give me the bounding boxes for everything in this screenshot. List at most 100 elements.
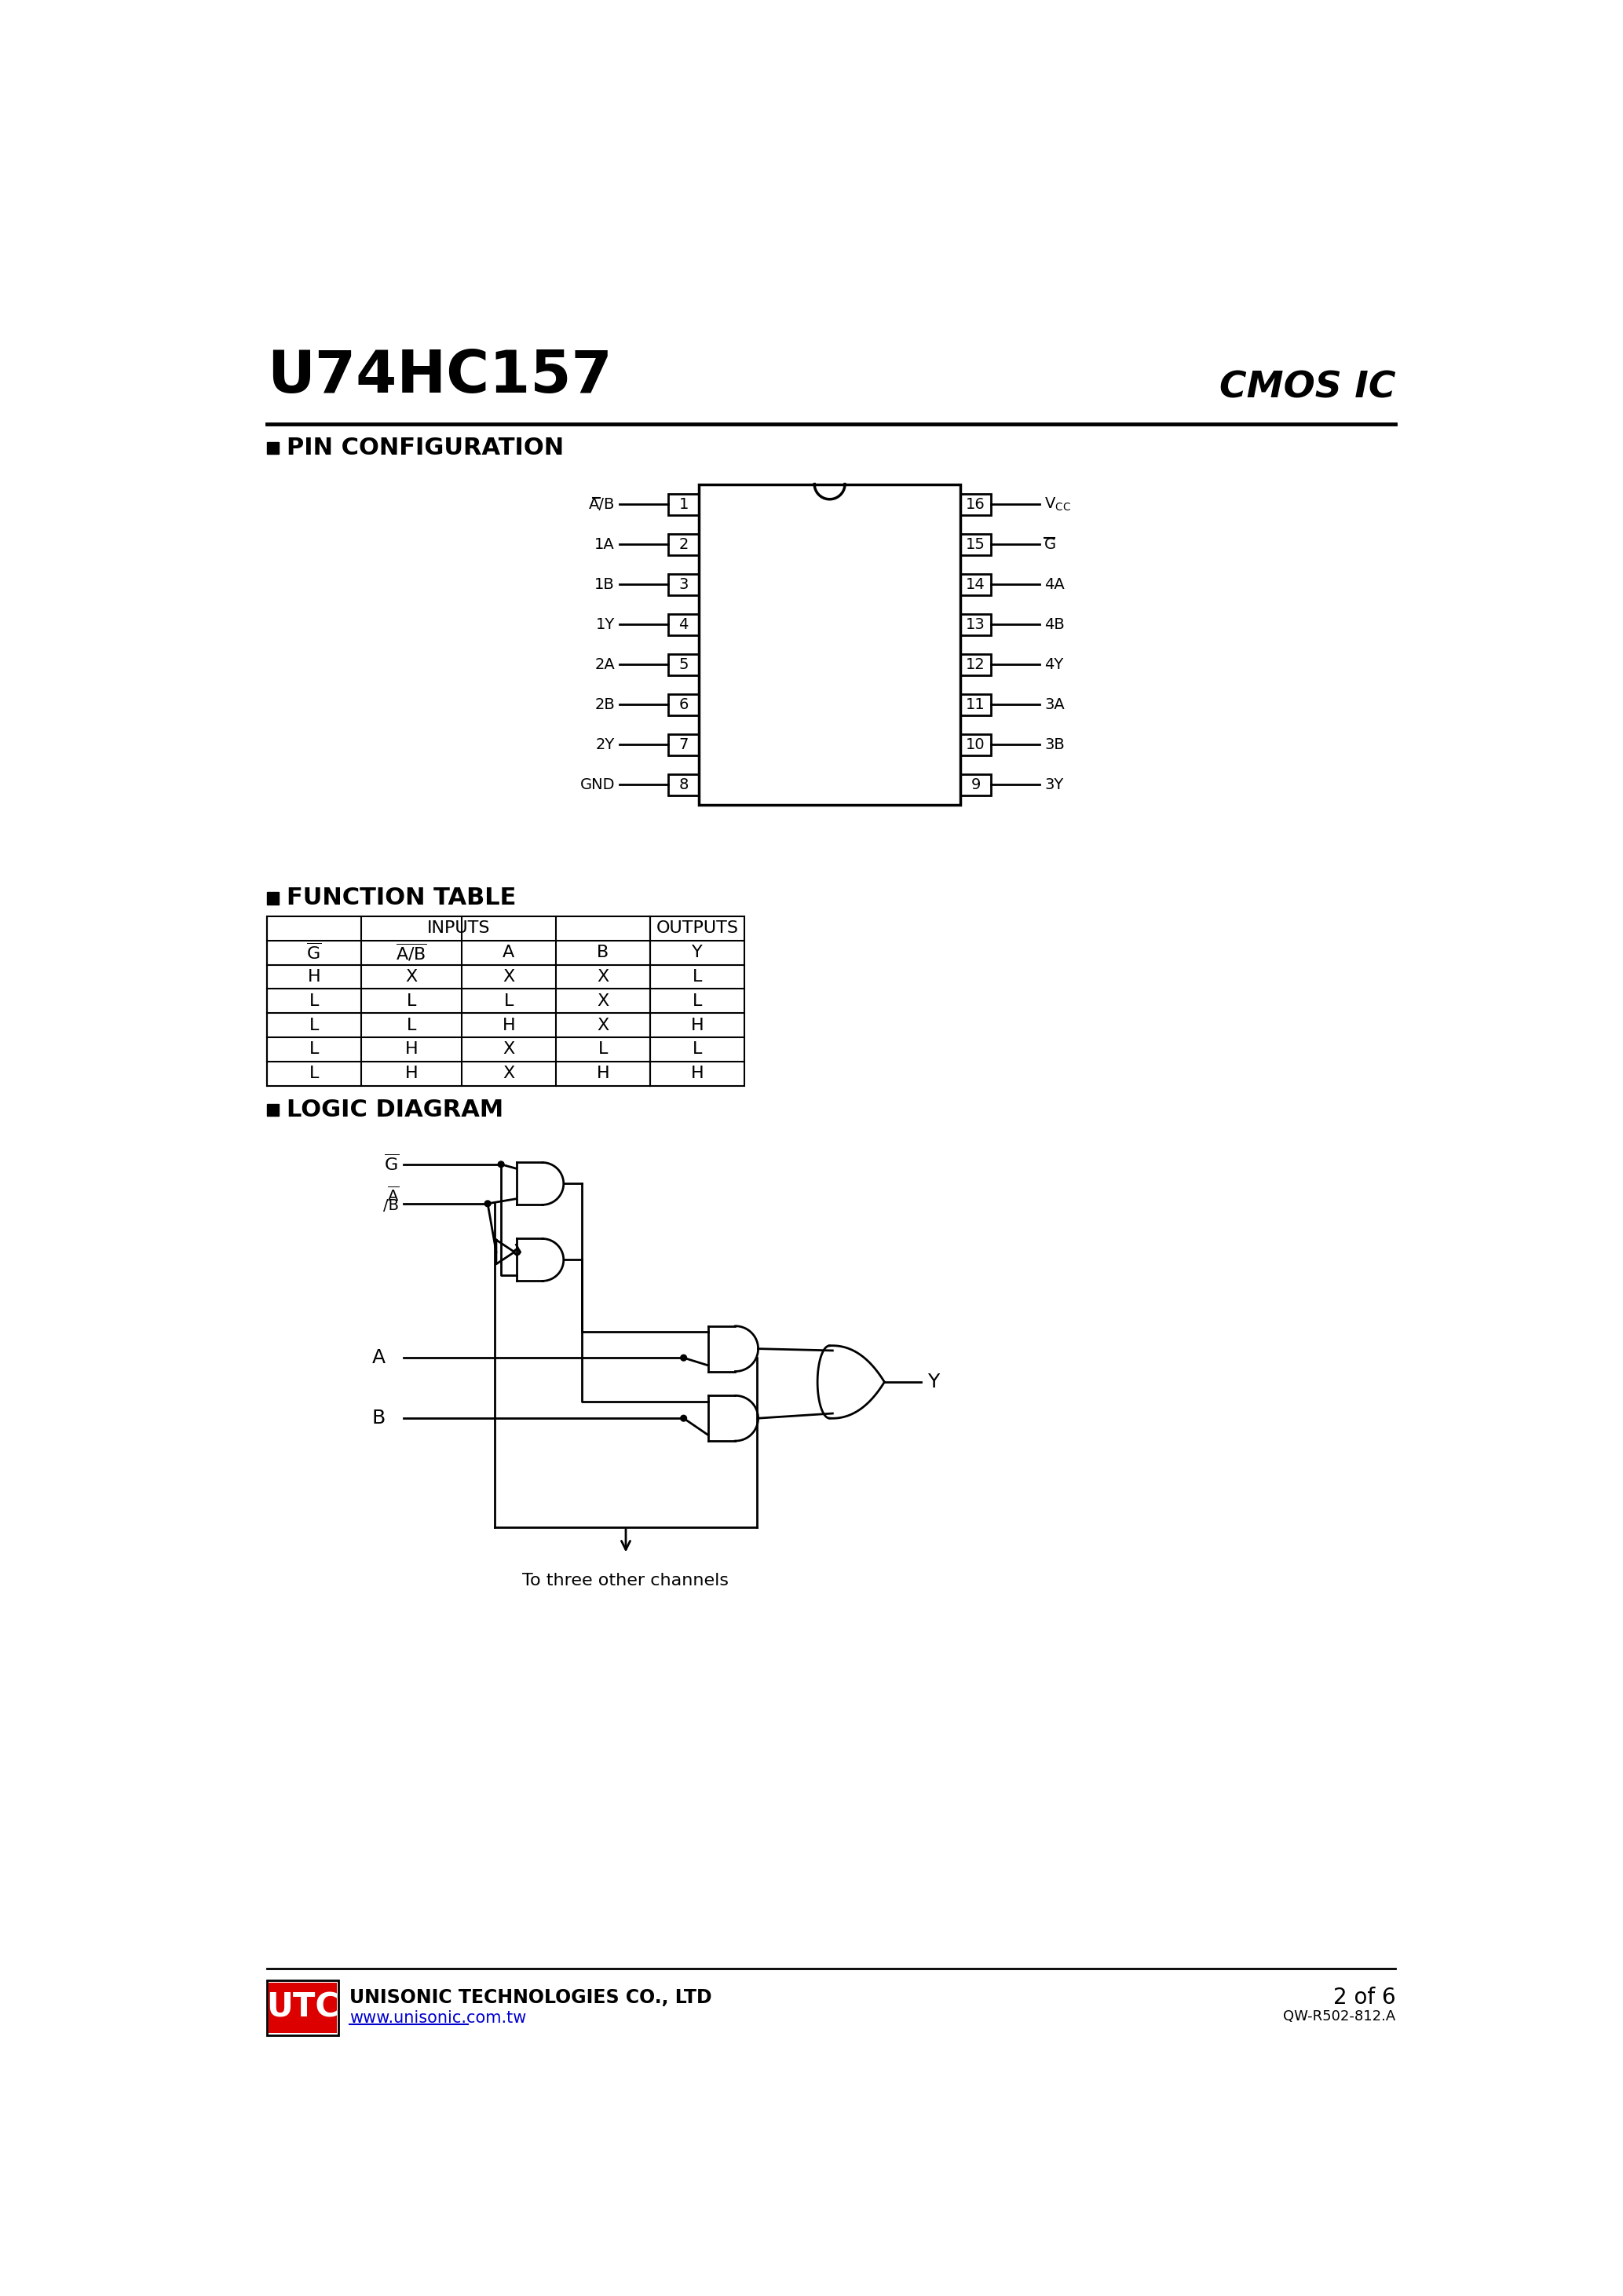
- Text: To three other channels: To three other channels: [523, 1573, 729, 1589]
- Text: Y: Y: [927, 1373, 940, 1391]
- Text: QW-R502-812.A: QW-R502-812.A: [1284, 2009, 1396, 2023]
- Text: 1Y: 1Y: [596, 618, 615, 631]
- Bar: [669, 574, 700, 595]
- Text: FUNCTION TABLE: FUNCTION TABLE: [286, 886, 516, 909]
- Text: 3: 3: [678, 576, 688, 592]
- Text: 3Y: 3Y: [1045, 776, 1063, 792]
- Text: 3B: 3B: [1045, 737, 1065, 753]
- Text: L: L: [693, 1042, 703, 1056]
- Text: 3A: 3A: [1045, 698, 1065, 712]
- Text: L: L: [308, 994, 318, 1008]
- Text: 13: 13: [966, 618, 985, 631]
- Text: 4B: 4B: [1045, 618, 1065, 631]
- Text: L: L: [406, 994, 415, 1008]
- Text: L: L: [599, 1042, 609, 1056]
- Text: H: H: [597, 1065, 610, 1081]
- Text: $\overline{\rm A}$: $\overline{\rm A}$: [386, 1185, 399, 1205]
- Bar: [268, 1981, 336, 2034]
- Text: L: L: [503, 994, 513, 1008]
- Text: U74HC157: U74HC157: [266, 349, 612, 406]
- Text: 1B: 1B: [594, 576, 615, 592]
- Text: 15: 15: [966, 537, 985, 551]
- Circle shape: [498, 1162, 505, 1166]
- Text: Y: Y: [691, 946, 703, 960]
- Text: X: X: [597, 969, 609, 985]
- Text: H: H: [691, 1017, 704, 1033]
- Bar: [700, 484, 961, 804]
- Text: H: H: [502, 1017, 514, 1033]
- Text: L: L: [308, 1065, 318, 1081]
- Text: GND: GND: [579, 776, 615, 792]
- Text: CMOS IC: CMOS IC: [1219, 370, 1396, 406]
- Text: L: L: [406, 1017, 415, 1033]
- Text: H: H: [404, 1042, 417, 1056]
- Bar: [961, 654, 992, 675]
- Text: 4Y: 4Y: [1045, 657, 1063, 673]
- Text: X: X: [597, 1017, 609, 1033]
- Text: H: H: [307, 969, 320, 985]
- Text: 1A: 1A: [594, 537, 615, 551]
- Text: UNISONIC TECHNOLOGIES CO., LTD: UNISONIC TECHNOLOGIES CO., LTD: [349, 1988, 712, 2007]
- Text: L: L: [308, 1042, 318, 1056]
- Text: 4: 4: [678, 618, 688, 631]
- Text: V$_{\rm CC}$: V$_{\rm CC}$: [1045, 496, 1071, 512]
- Bar: [961, 735, 992, 755]
- Text: $\overline{\rm A/B}$: $\overline{\rm A/B}$: [396, 941, 427, 962]
- Text: 6: 6: [678, 698, 688, 712]
- Text: B: B: [597, 946, 609, 960]
- Bar: [266, 441, 279, 455]
- Bar: [669, 613, 700, 636]
- Text: 2B: 2B: [594, 698, 615, 712]
- Text: X: X: [503, 1065, 514, 1081]
- Text: PIN CONFIGURATION: PIN CONFIGURATION: [286, 436, 563, 459]
- Text: 1: 1: [678, 496, 688, 512]
- Text: $\overline{\rm G}$: $\overline{\rm G}$: [307, 944, 321, 962]
- Bar: [961, 774, 992, 794]
- Bar: [669, 654, 700, 675]
- Bar: [669, 494, 700, 514]
- Text: UTC: UTC: [266, 1991, 339, 2025]
- Text: 2 of 6: 2 of 6: [1332, 1986, 1396, 2009]
- Text: 7: 7: [678, 737, 688, 753]
- Text: 9: 9: [971, 776, 980, 792]
- Text: $\overline{\rm G}$: $\overline{\rm G}$: [383, 1155, 399, 1173]
- Text: A/B: A/B: [589, 496, 615, 512]
- Bar: [961, 693, 992, 714]
- Text: X: X: [503, 1042, 514, 1056]
- Text: H: H: [404, 1065, 417, 1081]
- Text: 4A: 4A: [1045, 576, 1065, 592]
- Bar: [266, 916, 745, 1086]
- Text: 11: 11: [966, 698, 985, 712]
- Text: INPUTS: INPUTS: [427, 921, 490, 937]
- Text: 14: 14: [966, 576, 985, 592]
- Circle shape: [485, 1201, 490, 1208]
- Text: 16: 16: [966, 496, 985, 512]
- Text: L: L: [308, 1017, 318, 1033]
- Text: X: X: [597, 994, 609, 1008]
- Text: A: A: [503, 946, 514, 960]
- Text: www.unisonic.com.tw: www.unisonic.com.tw: [349, 2011, 526, 2025]
- Text: A: A: [372, 1348, 385, 1366]
- Text: X: X: [406, 969, 417, 985]
- Bar: [669, 533, 700, 556]
- Text: L: L: [693, 994, 703, 1008]
- Text: L: L: [693, 969, 703, 985]
- Bar: [961, 494, 992, 514]
- Circle shape: [680, 1355, 687, 1362]
- Text: 10: 10: [966, 737, 985, 753]
- Text: OUTPUTS: OUTPUTS: [656, 921, 738, 937]
- Bar: [669, 774, 700, 794]
- Bar: [266, 1104, 279, 1116]
- Text: LOGIC DIAGRAM: LOGIC DIAGRAM: [286, 1097, 503, 1120]
- Circle shape: [680, 1414, 687, 1421]
- Text: H: H: [691, 1065, 704, 1081]
- Bar: [266, 1981, 339, 2034]
- Text: 8: 8: [678, 776, 688, 792]
- Bar: [961, 613, 992, 636]
- Text: 12: 12: [966, 657, 985, 673]
- Text: 2Y: 2Y: [596, 737, 615, 753]
- Text: B: B: [372, 1410, 385, 1428]
- Text: X: X: [503, 969, 514, 985]
- Bar: [961, 574, 992, 595]
- Text: 2: 2: [678, 537, 688, 551]
